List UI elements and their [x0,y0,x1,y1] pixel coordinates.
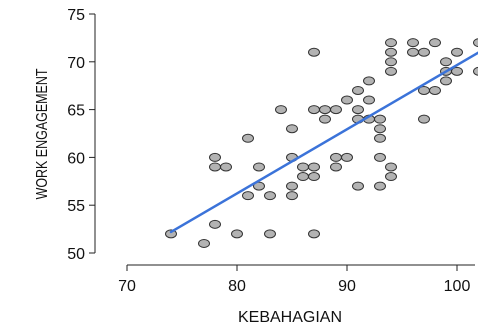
data-point [451,47,463,57]
data-point [275,105,287,115]
data-point [330,152,342,162]
data-point [308,229,320,239]
data-point [319,105,331,115]
data-point [385,66,397,76]
data-point [374,152,386,162]
data-point [209,162,221,172]
data-point [352,85,364,95]
data-point [242,191,254,201]
y-tick-label: 55 [67,198,85,215]
data-point [418,47,430,57]
data-point [374,124,386,134]
data-point [440,57,452,67]
data-point [297,162,309,172]
x-tick-label: 100 [444,278,471,295]
data-point [407,47,419,57]
data-point [429,85,441,95]
data-point [451,66,463,76]
data-point [418,114,430,124]
data-point [385,172,397,182]
data-point [385,38,397,48]
data-point [341,152,353,162]
data-point [440,76,452,86]
x-axis-title: KEBAHAGIAN [238,309,342,326]
data-point [352,105,364,115]
data-point [286,181,298,191]
data-point [165,229,177,239]
data-point [286,191,298,201]
trend-line [169,51,478,234]
data-point [374,114,386,124]
data-point [242,133,254,143]
y-tick-label: 75 [67,7,85,24]
data-point [286,124,298,134]
data-point [198,238,210,248]
data-point [319,114,331,124]
data-point [231,229,243,239]
data-point [330,105,342,115]
x-tick-label: 80 [228,278,246,295]
x-tick-label: 90 [338,278,356,295]
data-point [363,95,375,105]
data-point [308,172,320,182]
y-tick-label: 65 [67,103,85,120]
data-point [385,47,397,57]
data-point [264,229,276,239]
data-point [209,219,221,229]
data-point [385,162,397,172]
data-point [385,57,397,67]
data-point [253,181,265,191]
data-point [308,47,320,57]
y-axis-title: WORK ENGAGEMENT [34,68,52,199]
data-point [352,181,364,191]
data-point [374,181,386,191]
data-point [308,105,320,115]
y-tick-label: 70 [67,55,85,72]
data-point [363,76,375,86]
data-point [308,162,320,172]
data-point [407,38,419,48]
data-point [341,95,353,105]
data-point [297,172,309,182]
y-tick-label: 50 [67,246,85,263]
data-point [473,38,478,48]
data-point [264,191,276,201]
data-point [374,133,386,143]
y-tick-label: 60 [67,150,85,167]
data-point [253,162,265,172]
data-point [330,162,342,172]
data-point [473,66,478,76]
x-tick-label: 70 [118,278,136,295]
data-point [429,38,441,48]
data-point [209,152,221,162]
data-point [220,162,232,172]
